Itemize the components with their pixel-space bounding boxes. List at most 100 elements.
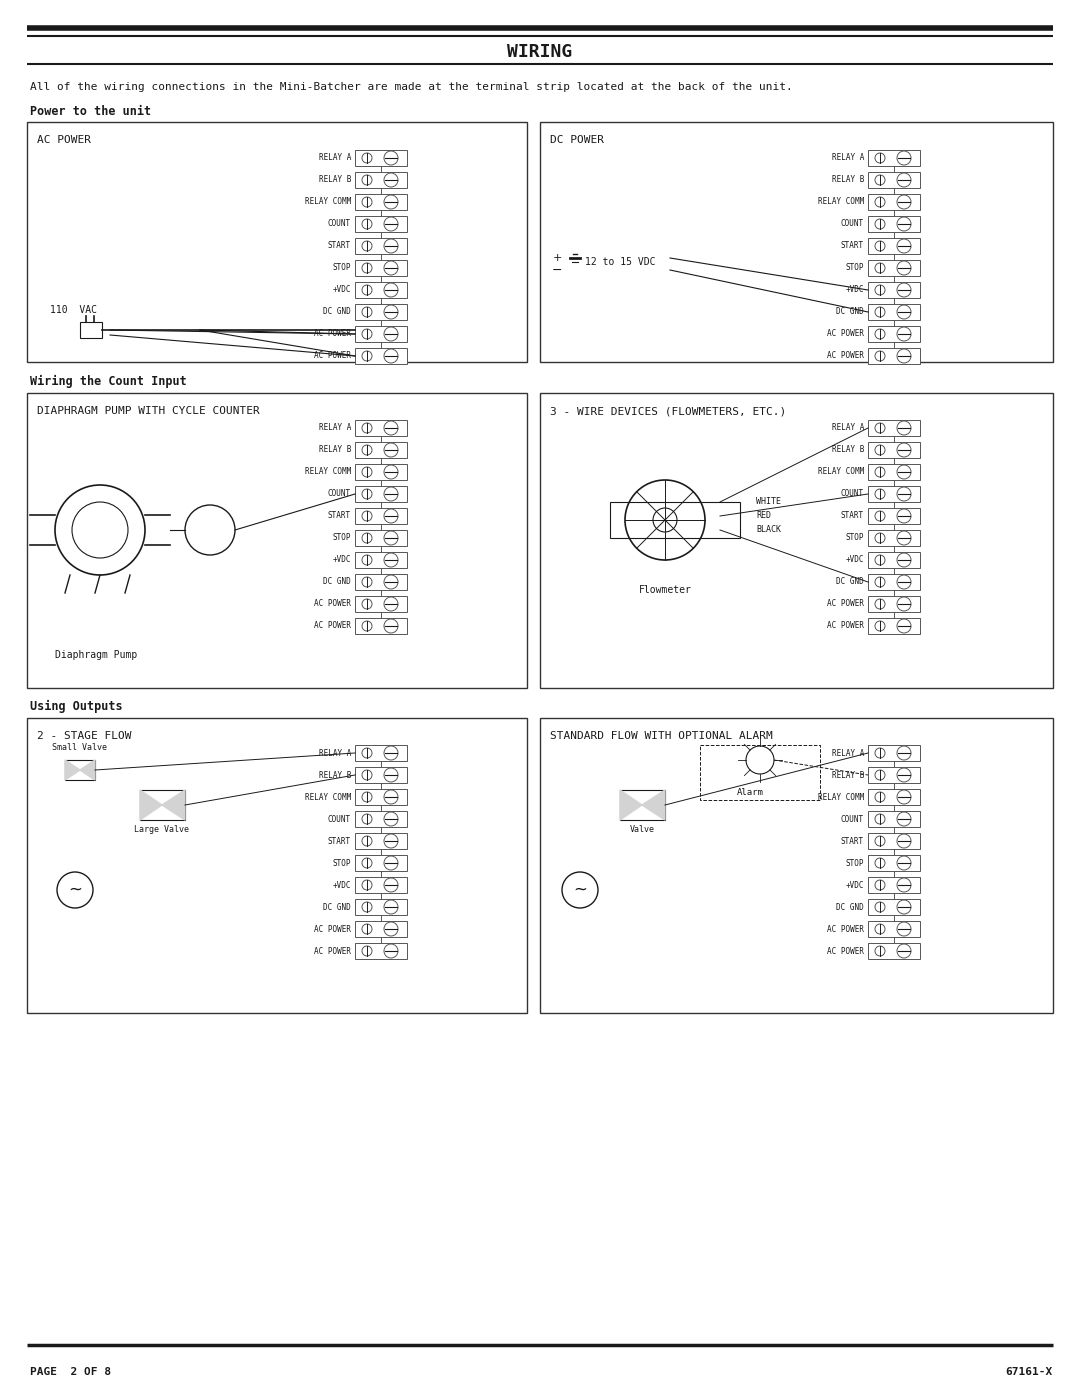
Circle shape xyxy=(897,944,912,958)
Text: COUNT: COUNT xyxy=(841,219,864,229)
Bar xyxy=(355,877,407,893)
Text: WHITE: WHITE xyxy=(756,497,781,507)
Text: +VDC: +VDC xyxy=(333,880,351,890)
Circle shape xyxy=(362,858,372,868)
Circle shape xyxy=(384,196,399,210)
Circle shape xyxy=(875,467,885,476)
Circle shape xyxy=(384,327,399,341)
Text: DC GND: DC GND xyxy=(836,902,864,911)
Circle shape xyxy=(897,420,912,434)
Circle shape xyxy=(897,173,912,187)
Circle shape xyxy=(875,307,885,317)
Polygon shape xyxy=(162,789,185,820)
Bar xyxy=(355,900,407,915)
Text: AC POWER: AC POWER xyxy=(827,925,864,933)
Circle shape xyxy=(384,443,399,457)
Bar xyxy=(540,718,1053,1013)
Bar xyxy=(355,509,407,524)
Text: RELAY A: RELAY A xyxy=(319,749,351,757)
Text: −: − xyxy=(552,264,562,277)
Circle shape xyxy=(384,420,399,434)
Circle shape xyxy=(362,219,372,229)
Bar xyxy=(355,789,407,805)
Text: START: START xyxy=(841,242,864,250)
Text: AC POWER: AC POWER xyxy=(827,622,864,630)
Circle shape xyxy=(897,576,912,590)
Circle shape xyxy=(384,217,399,231)
Circle shape xyxy=(875,423,885,433)
Circle shape xyxy=(875,446,885,455)
Text: ~: ~ xyxy=(68,882,82,900)
Circle shape xyxy=(362,946,372,956)
Circle shape xyxy=(897,151,912,165)
Circle shape xyxy=(875,622,885,631)
Bar xyxy=(355,943,407,958)
Circle shape xyxy=(875,489,885,499)
Circle shape xyxy=(384,856,399,870)
Circle shape xyxy=(897,217,912,231)
Circle shape xyxy=(875,330,885,339)
Text: Valve: Valve xyxy=(630,826,654,834)
Circle shape xyxy=(875,880,885,890)
Circle shape xyxy=(362,747,372,759)
Circle shape xyxy=(384,349,399,363)
Text: RELAY B: RELAY B xyxy=(319,771,351,780)
Text: START: START xyxy=(841,511,864,521)
Circle shape xyxy=(897,531,912,545)
Polygon shape xyxy=(140,789,162,820)
Circle shape xyxy=(897,746,912,760)
Bar xyxy=(868,348,920,365)
Text: RELAY A: RELAY A xyxy=(319,423,351,433)
Circle shape xyxy=(875,351,885,360)
Circle shape xyxy=(362,792,372,802)
Bar xyxy=(868,420,920,436)
Text: RELAY B: RELAY B xyxy=(832,771,864,780)
Circle shape xyxy=(897,834,912,848)
Text: Using Outputs: Using Outputs xyxy=(30,700,123,712)
Text: STOP: STOP xyxy=(846,859,864,868)
Bar xyxy=(355,574,407,590)
Circle shape xyxy=(897,327,912,341)
Circle shape xyxy=(875,835,885,847)
Bar xyxy=(355,326,407,342)
Circle shape xyxy=(875,792,885,802)
Polygon shape xyxy=(620,789,642,820)
Circle shape xyxy=(875,511,885,521)
Bar xyxy=(868,441,920,458)
Bar xyxy=(610,502,740,538)
Circle shape xyxy=(362,923,372,935)
Circle shape xyxy=(362,489,372,499)
Bar xyxy=(868,237,920,254)
Bar xyxy=(355,305,407,320)
Circle shape xyxy=(897,619,912,633)
Text: AC POWER: AC POWER xyxy=(827,947,864,956)
Circle shape xyxy=(897,900,912,914)
Circle shape xyxy=(384,812,399,826)
Text: PAGE  2 OF 8: PAGE 2 OF 8 xyxy=(30,1368,111,1377)
Circle shape xyxy=(897,509,912,522)
Text: RELAY COMM: RELAY COMM xyxy=(818,197,864,207)
Bar xyxy=(868,789,920,805)
Bar xyxy=(355,833,407,849)
Text: DC POWER: DC POWER xyxy=(550,136,604,145)
Bar xyxy=(868,900,920,915)
Text: COUNT: COUNT xyxy=(841,489,864,499)
Text: AC POWER: AC POWER xyxy=(827,330,864,338)
Text: START: START xyxy=(328,837,351,845)
Circle shape xyxy=(897,768,912,782)
Circle shape xyxy=(875,946,885,956)
Text: ~: ~ xyxy=(573,882,588,900)
Circle shape xyxy=(897,196,912,210)
Text: DC GND: DC GND xyxy=(323,577,351,587)
Text: +VDC: +VDC xyxy=(333,556,351,564)
Text: AC POWER: AC POWER xyxy=(37,136,91,145)
Circle shape xyxy=(875,770,885,780)
Bar xyxy=(868,921,920,937)
Circle shape xyxy=(362,242,372,251)
Circle shape xyxy=(897,877,912,893)
Circle shape xyxy=(562,872,598,908)
Circle shape xyxy=(362,599,372,609)
Circle shape xyxy=(362,534,372,543)
Bar xyxy=(355,194,407,210)
Bar xyxy=(355,441,407,458)
